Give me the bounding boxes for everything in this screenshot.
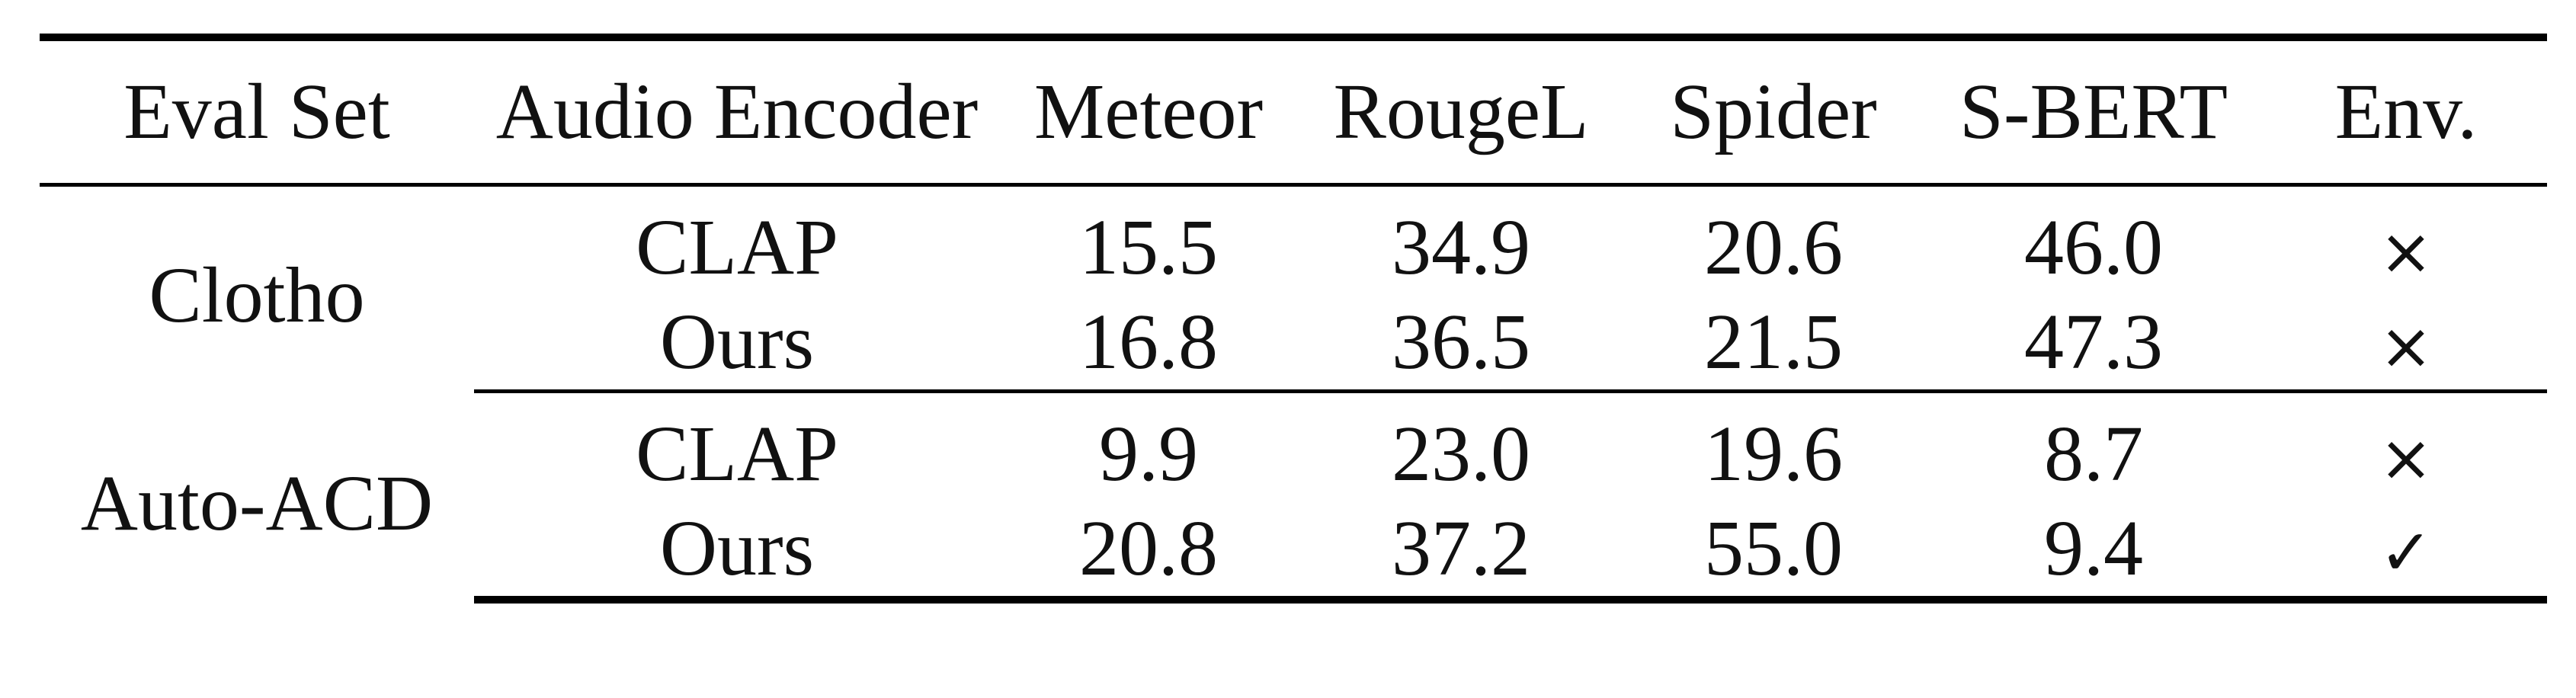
spider-cell: 20.6 xyxy=(1704,203,1843,291)
rougel-cell: 23.0 xyxy=(1392,410,1530,498)
cross-mark-icon: × xyxy=(2379,309,2433,383)
table-row: Ours 20.8 37.2 55.0 9.4 ✓ xyxy=(40,501,2547,604)
header-row: Eval Set Audio Encoder Meteor RougeL Spi… xyxy=(40,41,2547,187)
cross-mark-icon: × xyxy=(2379,421,2433,495)
rougel-cell: 36.5 xyxy=(1297,295,1625,393)
header-sbert: S-BERT xyxy=(1922,41,2265,187)
env-cell: × xyxy=(2265,200,2547,295)
meteor-cell: 20.8 xyxy=(1000,501,1297,604)
meteor-cell: 15.5 xyxy=(1079,203,1218,291)
encoder-cell: CLAP xyxy=(636,410,838,498)
encoder-cell: Ours xyxy=(474,501,1000,604)
table-header: Eval Set Audio Encoder Meteor RougeL Spi… xyxy=(40,34,2547,187)
meteor-cell: 16.8 xyxy=(1000,295,1297,393)
check-mark-icon: ✓ xyxy=(2379,515,2433,590)
sbert-cell: 8.7 xyxy=(2044,410,2143,498)
header-rougel: RougeL xyxy=(1297,41,1625,187)
encoder-cell: CLAP xyxy=(636,203,838,291)
table-row: Clotho CLAP 15.5 34.9 20.6 46.0 × xyxy=(40,200,2547,335)
header-meteor: Meteor xyxy=(1000,41,1297,187)
sbert-cell: 9.4 xyxy=(1922,501,2265,604)
rougel-cell: 37.2 xyxy=(1297,501,1625,604)
header-env: Env. xyxy=(2265,41,2547,187)
spider-cell: 55.0 xyxy=(1625,501,1922,604)
results-table-container: Eval Set Audio Encoder Meteor RougeL Spi… xyxy=(40,34,2547,604)
meteor-cell: 9.9 xyxy=(1099,410,1198,498)
rougel-cell: 34.9 xyxy=(1392,203,1530,291)
header-eval-set: Eval Set xyxy=(40,41,474,187)
sbert-cell: 46.0 xyxy=(2024,203,2163,291)
cross-mark-icon: × xyxy=(2379,214,2433,289)
table-row: Auto-ACD CLAP 9.9 23.0 19.6 8.7 × xyxy=(40,407,2547,543)
header-audio-encoder: Audio Encoder xyxy=(474,41,1000,187)
spider-cell: 21.5 xyxy=(1625,295,1922,393)
env-cell: ✓ xyxy=(2265,501,2547,604)
sbert-cell: 47.3 xyxy=(1922,295,2265,393)
eval-set-name: Auto-ACD xyxy=(80,459,434,547)
spider-cell: 19.6 xyxy=(1704,410,1843,498)
header-spider: Spider xyxy=(1625,41,1922,187)
group-auto-acd: Auto-ACD CLAP 9.9 23.0 19.6 8.7 × Ours 2… xyxy=(40,392,2547,604)
eval-set-name: Clotho xyxy=(149,251,365,340)
table-row: Ours 16.8 36.5 21.5 47.3 × xyxy=(40,295,2547,393)
results-table: Eval Set Audio Encoder Meteor RougeL Spi… xyxy=(40,34,2547,604)
group-clotho: Clotho CLAP 15.5 34.9 20.6 46.0 × Ours 1… xyxy=(40,185,2547,393)
env-cell: × xyxy=(2265,407,2547,501)
env-cell: × xyxy=(2265,295,2547,393)
encoder-cell: Ours xyxy=(474,295,1000,393)
